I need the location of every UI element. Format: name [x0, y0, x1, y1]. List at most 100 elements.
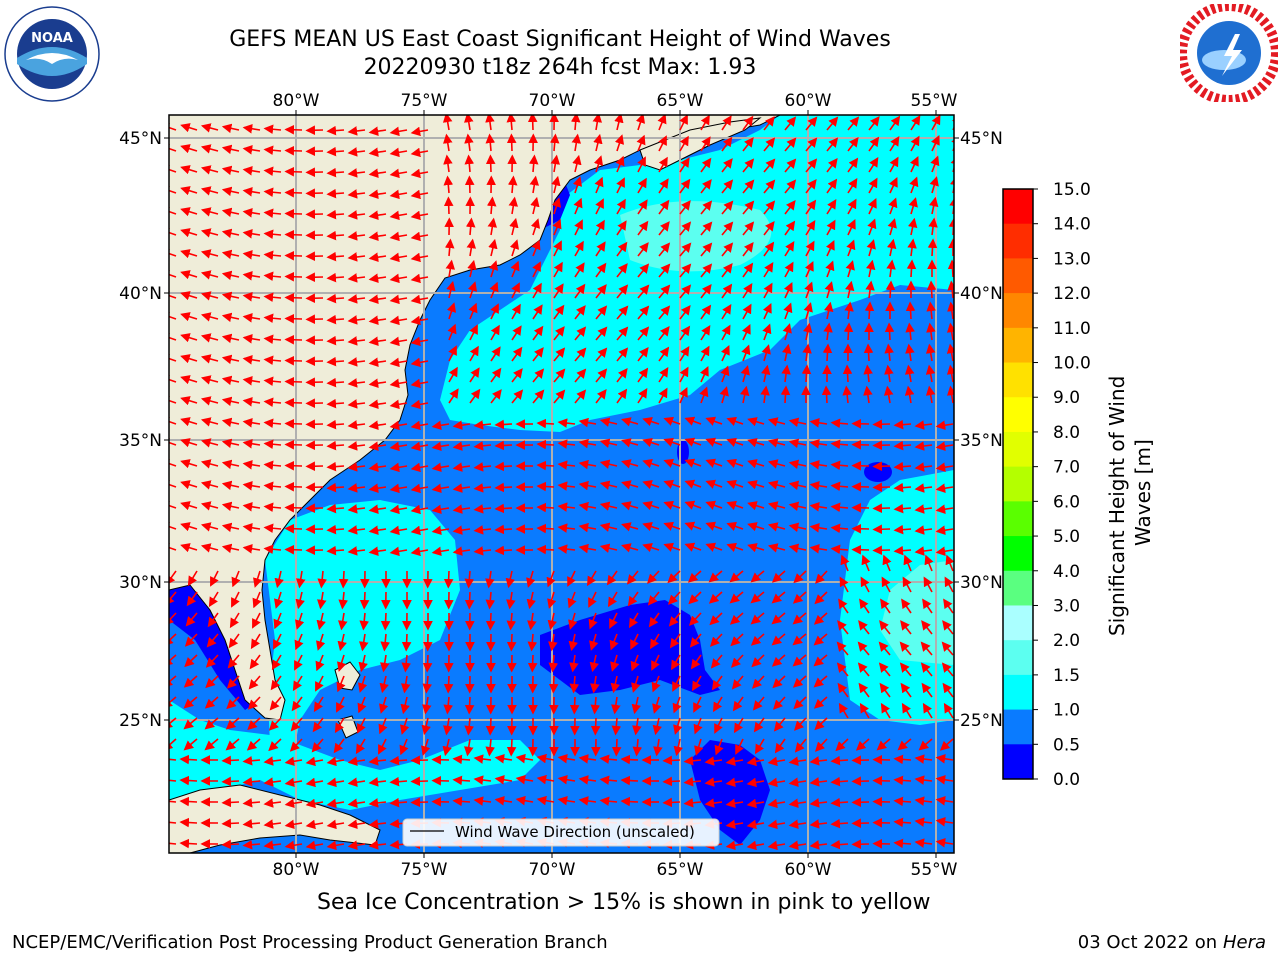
wind-wave-arrow — [771, 612, 786, 625]
wind-wave-arrow — [888, 177, 898, 194]
wind-wave-arrow — [180, 438, 198, 448]
wind-wave-arrow — [263, 271, 282, 282]
wind-wave-arrow — [221, 123, 240, 134]
wind-wave-arrow — [649, 633, 660, 650]
wind-wave-arrow — [935, 483, 954, 493]
wind-wave-arrow — [452, 504, 471, 514]
wind-wave-arrow — [914, 504, 933, 514]
wind-wave-arrow — [263, 355, 282, 366]
wind-wave-arrow — [594, 176, 604, 194]
wind-wave-arrow — [221, 333, 240, 344]
wind-wave-arrow — [464, 591, 475, 610]
wind-wave-arrow — [642, 437, 660, 448]
wind-wave-arrow — [684, 500, 702, 510]
colorbar-segment — [1003, 674, 1033, 711]
wind-wave-arrow — [763, 221, 775, 236]
wind-wave-arrow — [553, 304, 565, 320]
wind-wave-arrow — [169, 206, 177, 216]
wind-wave-arrow — [204, 738, 219, 751]
wind-wave-arrow — [410, 294, 429, 305]
wind-wave-arrow — [826, 219, 836, 236]
wind-wave-arrow — [926, 322, 936, 341]
wind-wave-arrow — [389, 231, 408, 242]
wind-wave-arrow — [658, 242, 671, 257]
wind-wave-arrow — [658, 326, 670, 341]
wind-wave-arrow — [326, 251, 345, 262]
wind-wave-arrow — [263, 544, 282, 555]
legend-label: Wind Wave Direction (unscaled) — [455, 823, 695, 841]
wind-wave-arrow — [878, 662, 891, 677]
wind-wave-arrow — [347, 273, 366, 283]
colorbar-segment — [1003, 640, 1033, 676]
wind-wave-arrow — [914, 483, 933, 493]
wind-wave-arrow — [347, 504, 366, 514]
wind-wave-arrow — [221, 186, 240, 197]
wind-wave-arrow — [527, 633, 538, 652]
wind-wave-arrow — [842, 385, 852, 404]
colorbar-segment — [1003, 397, 1033, 433]
wind-wave-arrow — [712, 696, 723, 713]
wind-wave-arrow — [368, 336, 387, 346]
wind-wave-arrow — [410, 420, 429, 431]
wind-wave-arrow — [925, 385, 936, 404]
wind-wave-arrow — [863, 385, 873, 404]
wind-wave-arrow — [494, 524, 513, 535]
wind-wave-arrow — [611, 717, 622, 736]
wind-wave-arrow — [242, 755, 261, 766]
nws-logo — [1177, 1, 1280, 105]
wind-wave-arrow — [830, 502, 849, 513]
wind-wave-arrow — [742, 303, 752, 320]
wind-wave-arrow — [929, 176, 939, 194]
wind-wave-arrow — [805, 116, 818, 131]
wind-wave-arrow — [595, 241, 606, 257]
wind-wave-arrow — [805, 220, 816, 236]
wind-wave-arrow — [679, 284, 692, 299]
wind-wave-arrow — [753, 717, 765, 733]
wind-wave-arrow — [284, 187, 303, 198]
wind-wave-arrow — [446, 302, 457, 320]
wind-wave-arrow — [872, 482, 891, 493]
wind-wave-arrow — [247, 696, 261, 710]
wind-wave-arrow — [867, 218, 877, 236]
wind-wave-arrow — [180, 123, 198, 133]
wind-wave-arrow — [410, 273, 429, 284]
wind-wave-arrow — [611, 696, 621, 715]
wind-wave-arrow — [750, 633, 765, 646]
wind-wave-arrow — [326, 524, 345, 535]
wind-wave-arrow — [662, 755, 681, 766]
wind-wave-arrow — [720, 365, 730, 383]
wind-wave-arrow — [526, 570, 536, 588]
wind-wave-arrow — [614, 115, 624, 131]
wind-wave-arrow — [551, 197, 562, 215]
wind-wave-arrow — [876, 738, 891, 751]
wind-wave-arrow — [326, 440, 345, 451]
wind-wave-arrow — [693, 717, 703, 735]
wind-wave-arrow — [221, 228, 240, 239]
wind-wave-arrow — [248, 675, 261, 690]
wind-wave-arrow — [740, 365, 750, 383]
wind-wave-arrow — [814, 591, 828, 605]
wind-wave-arrow — [788, 438, 807, 449]
wind-wave-arrow — [621, 438, 639, 448]
wind-wave-arrow — [410, 210, 429, 221]
wind-wave-arrow — [443, 154, 453, 173]
wind-wave-arrow — [431, 462, 450, 473]
wind-wave-arrow — [767, 522, 786, 532]
wind-wave-arrow — [616, 388, 628, 404]
wind-wave-arrow — [620, 775, 639, 786]
wind-wave-arrow — [784, 220, 796, 236]
wind-wave-arrow — [169, 374, 177, 384]
wind-wave-arrow — [485, 133, 496, 152]
wind-wave-arrow — [326, 356, 345, 367]
wind-wave-arrow — [515, 753, 534, 764]
wind-wave-arrow — [729, 570, 744, 583]
wind-wave-arrow — [311, 738, 324, 753]
wind-wave-arrow — [872, 524, 891, 535]
wind-wave-arrow — [553, 368, 566, 383]
wind-wave-arrow — [872, 461, 891, 472]
wave-zone-caribbean — [169, 700, 540, 853]
wind-wave-arrow — [389, 504, 408, 515]
wind-wave-arrow — [221, 417, 240, 428]
wind-wave-arrow — [263, 376, 282, 387]
colorbar-tick-label: 4.0 — [1053, 562, 1080, 582]
